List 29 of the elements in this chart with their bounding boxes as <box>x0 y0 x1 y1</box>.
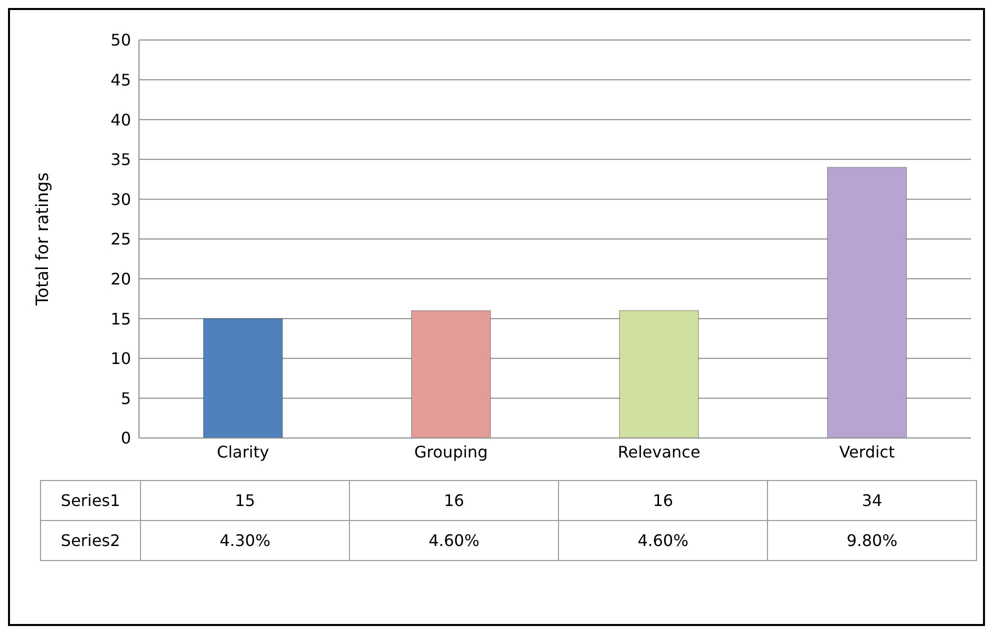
y-tick-label: 0 <box>120 428 131 448</box>
bar <box>410 310 491 438</box>
y-tick-label: 20 <box>110 269 131 288</box>
bar <box>202 318 283 438</box>
text: Series1 <box>40 480 140 520</box>
data-label: 16 <box>558 480 768 520</box>
text: 9.80% <box>768 520 976 560</box>
y-tick-label: 50 <box>110 30 131 50</box>
data-label: 16 <box>350 480 558 520</box>
x-tick-label: Grouping <box>414 442 488 462</box>
y-tick-label: 30 <box>110 190 131 209</box>
bar <box>618 310 699 438</box>
text: 4.60% <box>350 520 558 560</box>
y-tick-label: 25 <box>110 230 131 249</box>
text: Series2 <box>40 520 140 560</box>
y-tick-label: 10 <box>110 349 131 368</box>
y-tick-label: 15 <box>110 309 131 328</box>
x-tick-label: Clarity <box>216 442 270 462</box>
text: 4.60% <box>558 520 768 560</box>
y-axis-title: Total for ratings <box>33 172 54 307</box>
y-tick-label: 40 <box>110 110 131 130</box>
y-tick-label: 35 <box>110 150 131 170</box>
y-tick-label: 5 <box>120 388 131 408</box>
bar <box>826 166 907 438</box>
x-tick-label: Relevance <box>618 442 700 462</box>
y-tick-label: 45 <box>110 70 131 90</box>
data-label: 34 <box>768 480 976 520</box>
x-tick-label: Verdict <box>839 442 895 462</box>
text: 4.30% <box>140 520 350 560</box>
